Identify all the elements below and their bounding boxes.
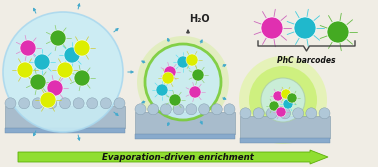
Bar <box>240 116 330 137</box>
Circle shape <box>162 72 174 84</box>
Circle shape <box>5 98 16 109</box>
Circle shape <box>294 17 316 39</box>
Circle shape <box>30 74 46 90</box>
Circle shape <box>19 98 29 109</box>
Circle shape <box>173 104 184 115</box>
Circle shape <box>319 108 330 119</box>
Circle shape <box>74 40 90 56</box>
Circle shape <box>17 62 33 78</box>
Circle shape <box>253 108 264 119</box>
Bar <box>135 133 235 138</box>
Circle shape <box>186 54 198 66</box>
Circle shape <box>73 98 84 109</box>
Circle shape <box>47 80 63 96</box>
Circle shape <box>87 98 98 109</box>
Circle shape <box>145 44 221 120</box>
Circle shape <box>239 56 327 144</box>
Circle shape <box>156 84 168 96</box>
Circle shape <box>101 98 112 109</box>
Circle shape <box>64 47 80 63</box>
Circle shape <box>240 108 251 119</box>
Circle shape <box>269 101 279 111</box>
Circle shape <box>50 30 66 46</box>
Circle shape <box>224 104 235 115</box>
Text: PhC barcodes: PhC barcodes <box>277 56 336 65</box>
Text: Evaporation-driven enrichment: Evaporation-driven enrichment <box>102 152 254 161</box>
Circle shape <box>276 107 286 117</box>
Circle shape <box>137 36 229 128</box>
Circle shape <box>283 99 293 109</box>
Circle shape <box>273 91 283 101</box>
Circle shape <box>186 104 197 115</box>
Bar <box>135 112 235 133</box>
Circle shape <box>261 78 305 122</box>
Circle shape <box>46 98 57 109</box>
Bar <box>5 127 125 132</box>
Circle shape <box>192 69 204 81</box>
Circle shape <box>169 94 181 106</box>
Circle shape <box>177 56 189 68</box>
Circle shape <box>57 62 73 78</box>
Circle shape <box>211 104 222 115</box>
Circle shape <box>164 66 176 78</box>
Circle shape <box>249 66 317 134</box>
Circle shape <box>32 98 43 109</box>
Circle shape <box>293 108 304 119</box>
Circle shape <box>287 93 297 103</box>
Circle shape <box>114 98 125 109</box>
Circle shape <box>189 86 201 98</box>
FancyArrow shape <box>18 150 328 164</box>
Circle shape <box>279 108 291 119</box>
Circle shape <box>20 40 36 56</box>
Text: H₂O: H₂O <box>189 14 209 24</box>
Circle shape <box>306 108 317 119</box>
Circle shape <box>74 70 90 86</box>
Circle shape <box>59 98 71 109</box>
Bar <box>240 137 330 142</box>
Circle shape <box>198 104 209 115</box>
Circle shape <box>327 21 349 43</box>
Circle shape <box>261 17 283 39</box>
Circle shape <box>160 104 172 115</box>
Circle shape <box>3 12 123 132</box>
Circle shape <box>40 92 56 108</box>
Circle shape <box>135 104 146 115</box>
Circle shape <box>148 104 159 115</box>
Bar <box>5 106 125 127</box>
Circle shape <box>34 54 50 70</box>
Circle shape <box>266 108 277 119</box>
Circle shape <box>281 89 291 99</box>
